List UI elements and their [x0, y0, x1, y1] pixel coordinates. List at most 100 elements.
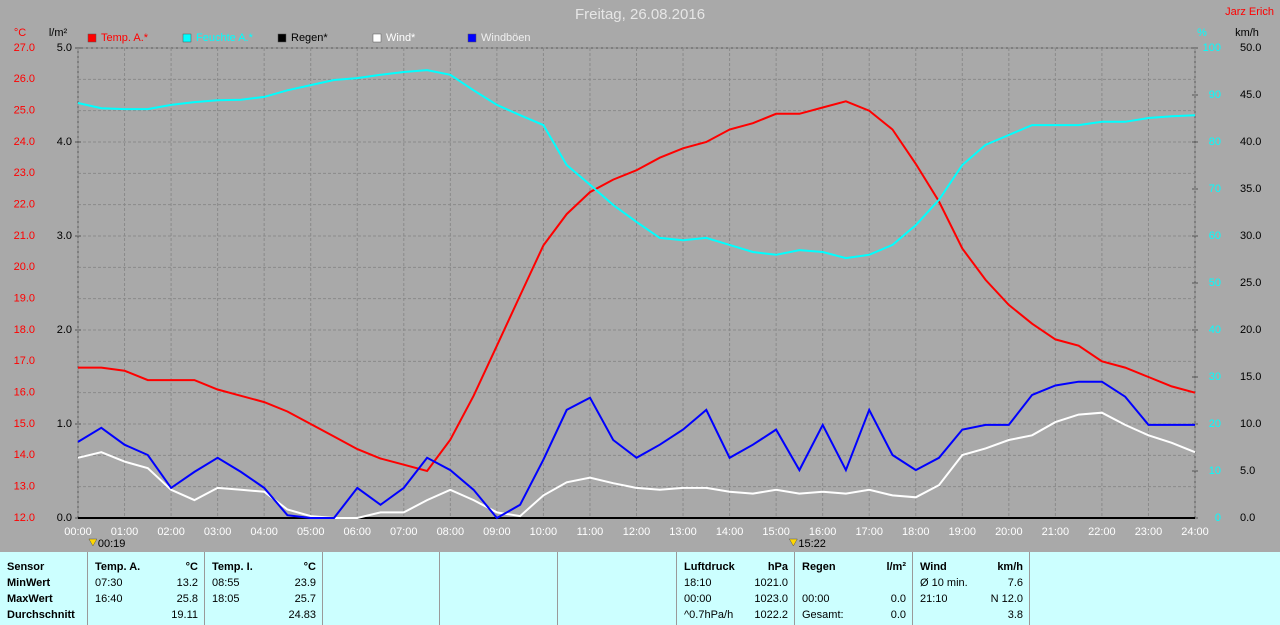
legend-label: Regen*	[291, 32, 328, 44]
column	[795, 552, 913, 625]
row-label: Durchschnitt	[7, 609, 75, 621]
legend-label: Windböen	[481, 32, 531, 44]
cell-value: N 12.0	[990, 593, 1023, 605]
y-tick-label: 18.0	[14, 324, 35, 336]
y2-tick-label: 70	[1209, 183, 1221, 195]
y3-tick-label: 0.0	[57, 512, 72, 524]
y4-unit: km/h	[1235, 27, 1259, 39]
cell-value: 0.0	[890, 593, 906, 605]
x-tick-label: 22:00	[1088, 526, 1116, 538]
column	[913, 552, 1030, 625]
column	[440, 552, 558, 625]
y2-tick-label: 80	[1209, 136, 1221, 148]
cell-time: 18:05	[212, 593, 240, 605]
annotation-label: 00:19	[98, 538, 126, 550]
y2-tick-label: 90	[1209, 89, 1221, 101]
y4-tick-label: 25.0	[1240, 277, 1261, 289]
cell-value: 1023.0	[754, 593, 788, 605]
y3-tick-label: 2.0	[57, 324, 72, 336]
y-tick-label: 21.0	[14, 230, 35, 242]
legend-label: Wind*	[386, 32, 416, 44]
chart: Freitag, 26.08.2016 Jarz Erich °C l/m² %…	[14, 6, 1274, 550]
group-name: Regen	[802, 561, 836, 573]
x-tick-label: 21:00	[1042, 526, 1070, 538]
cell-time: 07:30	[95, 577, 123, 589]
group-name: Luftdruck	[684, 561, 735, 573]
group-name: Temp. A.	[95, 561, 141, 573]
y-tick-label: 14.0	[14, 449, 35, 461]
cell-time: Gesamt:	[802, 609, 844, 621]
cell-value: 1021.0	[754, 577, 788, 589]
y3-unit: l/m²	[49, 27, 68, 39]
y2-tick-label: 60	[1209, 230, 1221, 242]
x-tick-label: 10:00	[530, 526, 558, 538]
legend-label: Feuchte A.*	[196, 32, 254, 44]
x-tick-label: 09:00	[483, 526, 511, 538]
cell-time: 08:55	[212, 577, 240, 589]
y3-tick-label: 1.0	[57, 418, 72, 430]
cell-time: 00:00	[802, 593, 830, 605]
summary-table: Sensor MinWert MaxWert Durchschnitt Temp. A.…	[0, 552, 1280, 625]
column	[205, 552, 323, 625]
row-label: MaxWert	[7, 593, 53, 605]
y-tick-label: 24.0	[14, 136, 35, 148]
x-tick-label: 04:00	[250, 526, 278, 538]
legend-swatch	[87, 33, 97, 43]
cell-time: 16:40	[95, 593, 123, 605]
cell-value: 13.2	[176, 577, 198, 589]
cell-time: 00:00	[684, 593, 712, 605]
legend-swatch	[182, 33, 192, 43]
y2-tick-label: 10	[1209, 465, 1221, 477]
x-tick-label: 20:00	[995, 526, 1023, 538]
series-line	[78, 100, 1196, 473]
y4-tick-label: 35.0	[1240, 183, 1261, 195]
series-line	[77, 380, 1195, 520]
x-tick-label: 14:00	[716, 526, 744, 538]
y-tick-label: 16.0	[14, 387, 35, 399]
group-name: Wind	[920, 561, 947, 573]
y4-tick-label: 15.0	[1240, 371, 1261, 383]
x-tick-label: 23:00	[1135, 526, 1163, 538]
series-line	[77, 411, 1196, 519]
y4-tick-label: 50.0	[1240, 42, 1261, 54]
x-tick-label: 16:00	[809, 526, 837, 538]
column	[88, 552, 205, 625]
y2-tick-label: 50	[1209, 277, 1221, 289]
y2-unit: %	[1197, 27, 1207, 39]
y4-tick-label: 45.0	[1240, 89, 1261, 101]
column	[558, 552, 677, 625]
y3-tick-label: 5.0	[57, 42, 72, 54]
x-tick-label: 13:00	[669, 526, 697, 538]
cell-value: 1022.2	[754, 609, 788, 621]
y3-tick-label: 3.0	[57, 230, 72, 242]
y-tick-label: 17.0	[14, 355, 35, 367]
x-tick-label: 06:00	[343, 526, 371, 538]
column	[0, 552, 88, 625]
x-tick-label: 01:00	[111, 526, 139, 538]
x-tick-label: 18:00	[902, 526, 930, 538]
author: Jarz Erich	[1225, 6, 1274, 18]
y4-tick-label: 0.0	[1240, 512, 1255, 524]
annotation-icon	[88, 538, 98, 547]
x-tick-label: 24:00	[1181, 526, 1209, 538]
y-tick-label: 22.0	[14, 199, 35, 211]
y2-tick-label: 40	[1209, 324, 1221, 336]
annotation-label: 15:22	[798, 538, 826, 550]
cell-value: 0.0	[890, 609, 906, 621]
x-tick-label: 12:00	[623, 526, 651, 538]
cell-value: 24.83	[288, 609, 316, 621]
group-unit: l/m²	[886, 561, 906, 573]
y4-tick-label: 5.0	[1240, 465, 1255, 477]
group-unit: km/h	[997, 561, 1023, 573]
x-tick-label: 05:00	[297, 526, 325, 538]
y4-tick-label: 40.0	[1240, 136, 1261, 148]
x-tick-label: 19:00	[949, 526, 977, 538]
x-tick-label: 17:00	[855, 526, 883, 538]
cell-value: 25.8	[176, 593, 198, 605]
y2-tick-label: 0	[1215, 512, 1221, 524]
y-tick-label: 20.0	[14, 261, 35, 273]
cell-time: 18:10	[684, 577, 712, 589]
y-tick-label: 15.0	[14, 418, 35, 430]
group-unit: °C	[303, 561, 316, 573]
group-unit: hPa	[767, 561, 788, 573]
